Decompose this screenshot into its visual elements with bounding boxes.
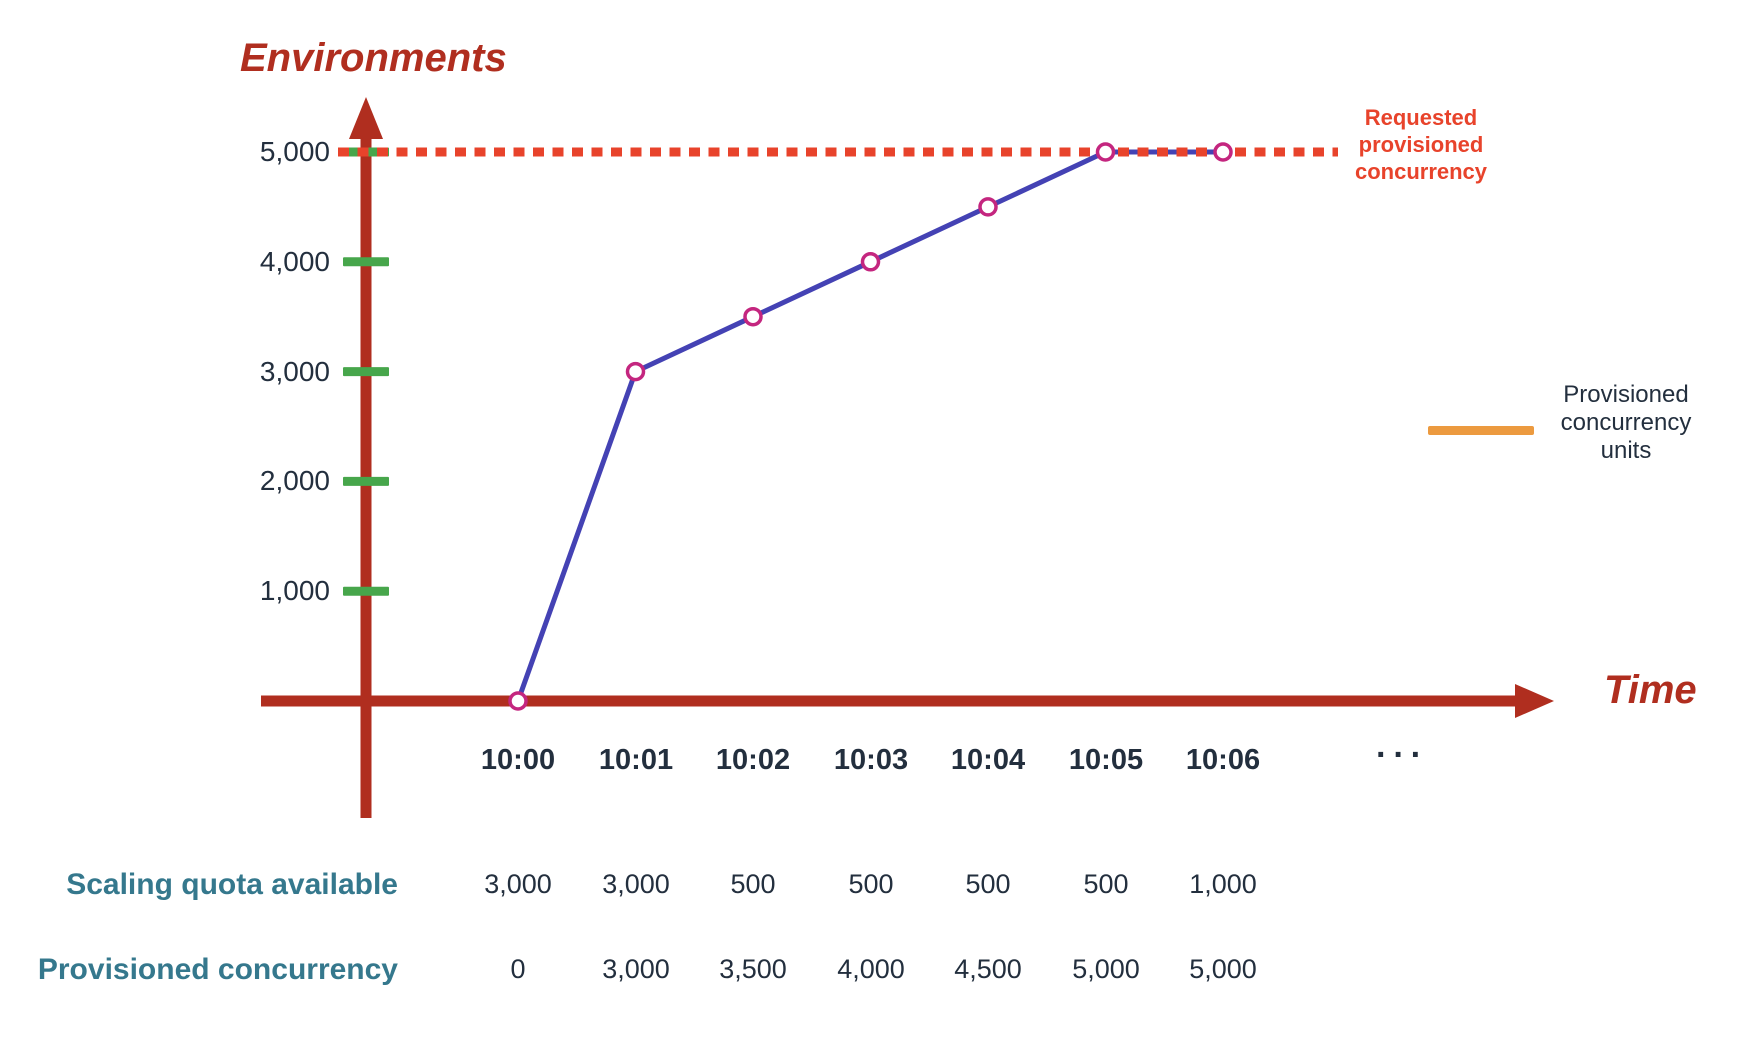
time-label-10:05: 10:05 [1068,744,1144,776]
y-tick-1000 [343,586,389,596]
time-label-10:03: 10:03 [833,744,909,776]
table-cell-row1-col3: 500 [730,869,776,899]
requested-provisioned-concurrency-label: Requested provisioned concurrency [1354,105,1488,184]
legend-swatch [1428,426,1534,435]
time-axis-ellipsis: ··· [1376,736,1428,774]
time-label-10:06: 10:06 [1185,744,1261,776]
y-tick-label-4000: 4,000 [259,246,330,277]
x-axis-title: Time [1604,668,1697,712]
y-tick-2000 [343,476,389,486]
data-point-marker-10:01 [625,361,646,382]
data-point-marker-10:02 [743,306,763,327]
y-tick-label-1000: 1,000 [259,575,330,606]
table-cell-row1-col7: 1,000 [1189,869,1257,899]
y-tick-label-5000: 5,000 [259,136,330,167]
y-axis-title: Environments [240,36,507,80]
legend-label: Provisioned concurrency units [1560,381,1692,464]
table-row-label-scaling-quota: Scaling quota available [66,868,398,901]
y-tick-label-2000: 2,000 [259,465,330,496]
y-tick-4000 [343,257,389,267]
data-point-marker-10:06 [1213,142,1233,162]
data-point-marker-10:00 [508,691,528,711]
x-axis-arrowhead-icon [1515,684,1554,718]
table-cell-row2-col3: 3,500 [719,954,787,984]
time-label-10:01: 10:01 [598,744,674,776]
data-point-marker-10:05 [1095,142,1116,162]
time-label-10:02: 10:02 [715,744,791,776]
table-row-label-provisioned-concurrency: Provisioned concurrency [37,953,398,986]
y-tick-3000 [343,367,389,377]
x-axis-line [261,695,1515,707]
table-cell-row1-col1: 3,000 [484,869,552,899]
table-cell-row2-col2: 3,000 [602,954,670,984]
y-tick-label-3000: 3,000 [259,356,330,387]
data-point-marker-10:03 [860,252,881,272]
table-cell-row2-col4: 4,000 [837,954,905,984]
table-cell-row2-col1: 0 [510,954,526,984]
table-cell-row1-col5: 500 [965,869,1011,899]
y-axis-line [360,134,372,818]
table-cell-row1-col4: 500 [848,869,894,899]
table-cell-row2-col6: 5,000 [1072,954,1140,984]
time-label-10:04: 10:04 [950,744,1026,776]
data-point-marker-10:04 [978,197,998,217]
time-label-10:00: 10:00 [480,744,556,776]
table-cell-row2-col5: 4,500 [954,954,1022,984]
table-cell-row1-col6: 500 [1083,869,1129,899]
table-cell-row2-col7: 5,000 [1189,954,1257,984]
y-axis-arrowhead-icon [349,97,383,139]
table-cell-row1-col2: 3,000 [602,869,670,899]
provisioned-concurrency-line [515,149,1223,702]
